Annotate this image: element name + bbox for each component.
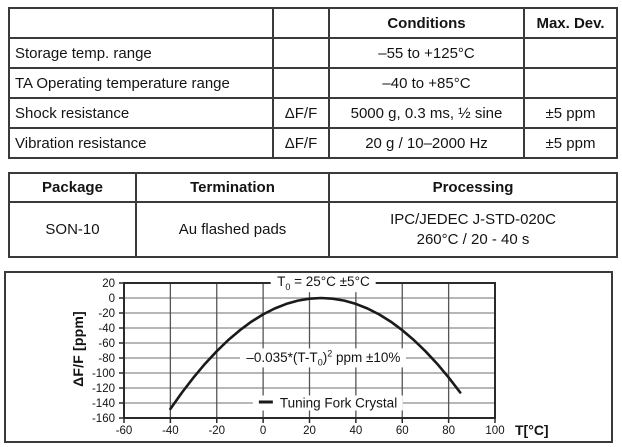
x-tick-label: -40 xyxy=(162,425,179,437)
max-dev-cell: ±5 ppm xyxy=(523,97,618,129)
package-cell: SON-10 xyxy=(8,201,137,258)
parameter-cell: TA Operating temperature range xyxy=(8,67,274,99)
symbol-cell xyxy=(272,67,330,99)
conditions-cell: –55 to +125°C xyxy=(328,37,525,69)
annotation-parabola-formula: –0.035*(T-T0)2 ppm ±10% xyxy=(240,348,407,368)
parameter-cell: Storage temp. range xyxy=(8,37,274,69)
conditions-cell: 20 g / 10–2000 Hz xyxy=(328,127,525,159)
table-row: Shock resistance ΔF/F 5000 g, 0.3 ms, ½ … xyxy=(8,97,618,129)
crystal-curve xyxy=(169,296,462,411)
termination-cell: Au flashed pads xyxy=(135,201,330,258)
y-tick-label: -40 xyxy=(98,323,115,335)
table-row: TA Operating temperature range –40 to +8… xyxy=(8,67,618,99)
conditions-cell: –40 to +85°C xyxy=(328,67,525,99)
x-tick-label: 80 xyxy=(442,425,455,437)
y-tick-label: -140 xyxy=(92,398,115,410)
x-tick-label: 40 xyxy=(349,425,362,437)
y-tick-label: 20 xyxy=(102,278,115,290)
package-header: Package xyxy=(8,172,137,203)
y-tick-label: -120 xyxy=(92,383,115,395)
processing-line-1: IPC/JEDEC J-STD-020C xyxy=(390,210,556,228)
package-table-header-row: Package Termination Processing xyxy=(8,172,618,203)
y-tick-label: -160 xyxy=(92,413,115,425)
spec-header-symbol xyxy=(272,7,330,39)
package-table: Package Termination Processing SON-10 Au… xyxy=(8,172,618,258)
x-tick-label: 20 xyxy=(303,425,316,437)
table-row: Vibration resistance ΔF/F 20 g / 10–2000… xyxy=(8,127,618,159)
y-axis-label: ΔF/F [ppm] xyxy=(70,311,86,387)
processing-line-2: 260°C / 20 - 40 s xyxy=(416,230,530,248)
x-tick-label: -20 xyxy=(208,425,225,437)
table-row: SON-10 Au flashed pads IPC/JEDEC J-STD-0… xyxy=(8,201,618,258)
x-tick-label: -60 xyxy=(116,425,133,437)
legend-line-swatch xyxy=(258,400,273,404)
x-tick-label: 60 xyxy=(396,425,409,437)
max-dev-cell xyxy=(523,67,618,99)
processing-cell: IPC/JEDEC J-STD-020C 260°C / 20 - 40 s xyxy=(328,201,618,258)
spec-table: Conditions Max. Dev. Storage temp. range… xyxy=(8,7,618,159)
spec-header-conditions: Conditions xyxy=(328,7,525,39)
symbol-cell xyxy=(272,37,330,69)
y-tick-label: 0 xyxy=(109,293,115,305)
symbol-cell: ΔF/F xyxy=(272,97,330,129)
y-tick-label: -80 xyxy=(98,353,115,365)
y-tick-label: -20 xyxy=(98,308,115,320)
frequency-temperature-chart: 20 0 -20 -40 -60 -80 -100 -120 -140 -160 -60 -40 -20… xyxy=(4,271,613,443)
max-dev-cell: ±5 ppm xyxy=(523,127,618,159)
termination-header: Termination xyxy=(135,172,330,203)
conditions-cell: 5000 g, 0.3 ms, ½ sine xyxy=(328,97,525,129)
x-tick-label: 0 xyxy=(260,425,266,437)
legend: Tuning Fork Crystal xyxy=(252,395,404,411)
y-tick-label: -100 xyxy=(92,368,115,380)
parameter-cell: Vibration resistance xyxy=(8,127,274,159)
x-axis-label: T[°C] xyxy=(515,422,549,438)
spec-header-max-dev: Max. Dev. xyxy=(523,7,618,39)
y-tick-label: -60 xyxy=(98,338,115,350)
spec-table-header-row: Conditions Max. Dev. xyxy=(8,7,618,39)
max-dev-cell xyxy=(523,37,618,69)
processing-header: Processing xyxy=(328,172,618,203)
parameter-cell: Shock resistance xyxy=(8,97,274,129)
table-row: Storage temp. range –55 to +125°C xyxy=(8,37,618,69)
symbol-cell: ΔF/F xyxy=(272,127,330,159)
annotation-turnover-temperature: T0 = 25°C ±5°C xyxy=(271,274,376,292)
legend-label: Tuning Fork Crystal xyxy=(279,395,398,411)
spec-header-parameter xyxy=(8,7,274,39)
x-tick-label: 100 xyxy=(485,425,504,437)
